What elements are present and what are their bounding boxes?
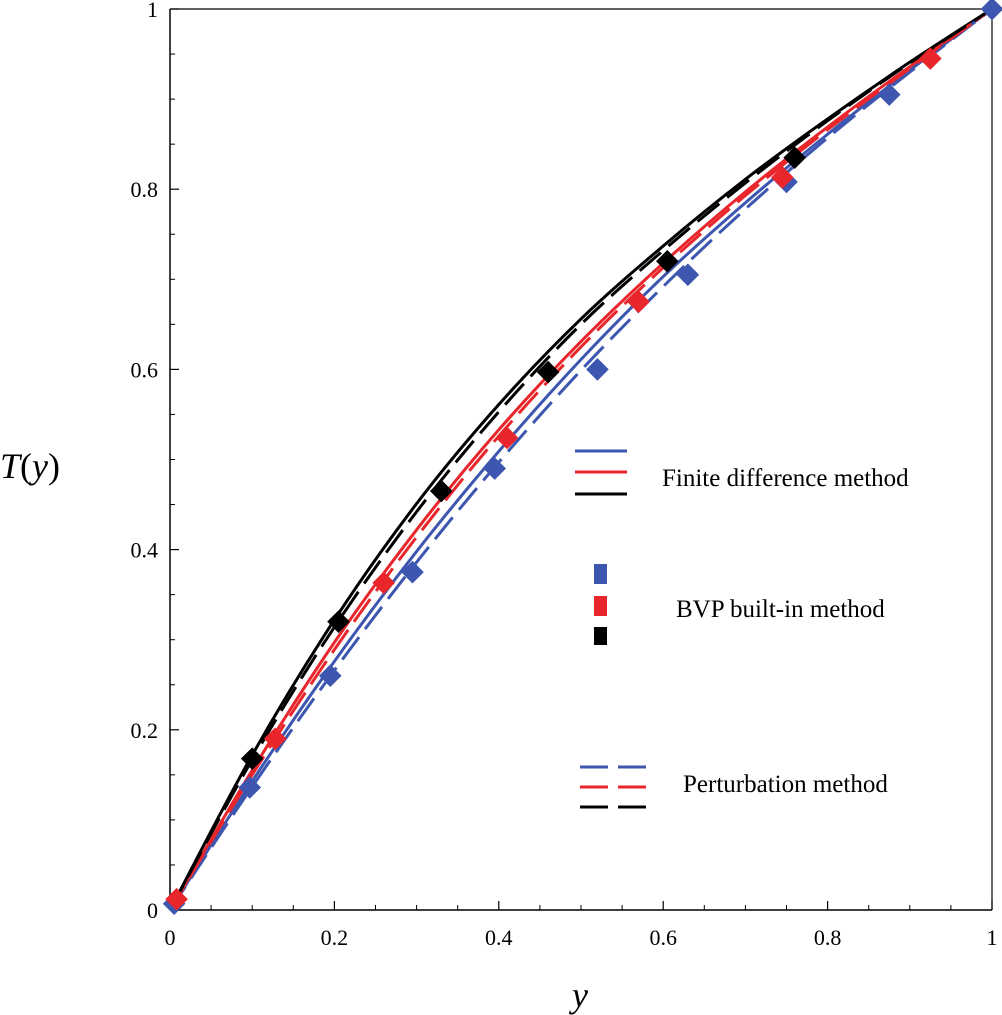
bvp-marker-1 [586, 358, 609, 381]
x-axis-title: y [569, 975, 588, 1015]
legend-label-perturbation: Perturbation method [683, 771, 888, 798]
series-lines [168, 7, 993, 911]
y-tick-label: 0.2 [131, 718, 159, 743]
y-tick-label: 0.8 [131, 177, 159, 202]
y-tick-label: 1 [147, 0, 158, 22]
x-tick-label: 0.6 [649, 925, 677, 950]
bvp-marker-1 [318, 664, 342, 688]
series-line-perturbation-3 [168, 7, 993, 911]
bvp-marker-3 [429, 479, 453, 503]
y-tick-label: 0 [147, 898, 158, 923]
x-tick-label: 0.4 [485, 925, 513, 950]
bvp-marker-2 [627, 290, 650, 314]
bvp-marker-1 [401, 560, 424, 584]
legend-swatch-bvp-red [594, 596, 607, 616]
x-tick-label: 0.8 [814, 925, 842, 950]
x-tick-label: 0 [165, 925, 176, 950]
bvp-marker-2 [495, 426, 519, 450]
bvp-marker-3 [536, 360, 560, 384]
bvp-marker-1 [676, 263, 700, 287]
y-axis-title-name: T [0, 446, 23, 486]
legend-swatch-bvp-black [594, 627, 607, 645]
bvp-marker-1 [483, 457, 507, 480]
bvp-marker-1 [877, 83, 901, 106]
axes: 0 0.2 0.4 0.6 0.8 1 0 0.2 0.4 0.6 0.8 1 [131, 0, 998, 950]
y-axis-title-arg: y [29, 446, 48, 486]
x-tick-label: 0.2 [321, 925, 349, 950]
legend-entry-perturbation: Perturbation method [580, 765, 888, 809]
y-axis-title: T(y) [0, 446, 60, 486]
legend-swatch-bvp-blue [594, 564, 607, 584]
series-line-perturbation-2 [168, 7, 993, 911]
legend: Finite difference method BVP built-in me… [575, 449, 909, 809]
legend-label-finite-difference: Finite difference method [662, 465, 909, 492]
series-line-finite-difference-1 [168, 7, 993, 911]
legend-entry-finite-difference: Finite difference method [575, 449, 909, 496]
bvp-marker-2 [372, 571, 396, 595]
y-tick-label: 0.4 [131, 538, 159, 563]
legend-entry-bvp: BVP built-in method [594, 564, 885, 645]
bvp-marker-1 [980, 0, 1002, 21]
series-line-perturbation-1 [168, 7, 993, 911]
legend-label-bvp: BVP built-in method [676, 596, 885, 623]
bvp-marker-2 [263, 727, 287, 751]
svg-text:T(y): T(y) [0, 446, 60, 486]
y-tick-label: 0.6 [131, 357, 159, 382]
x-tick-label: 1 [987, 925, 998, 950]
series-line-finite-difference-2 [168, 7, 993, 911]
bvp-marker-3 [327, 610, 350, 633]
